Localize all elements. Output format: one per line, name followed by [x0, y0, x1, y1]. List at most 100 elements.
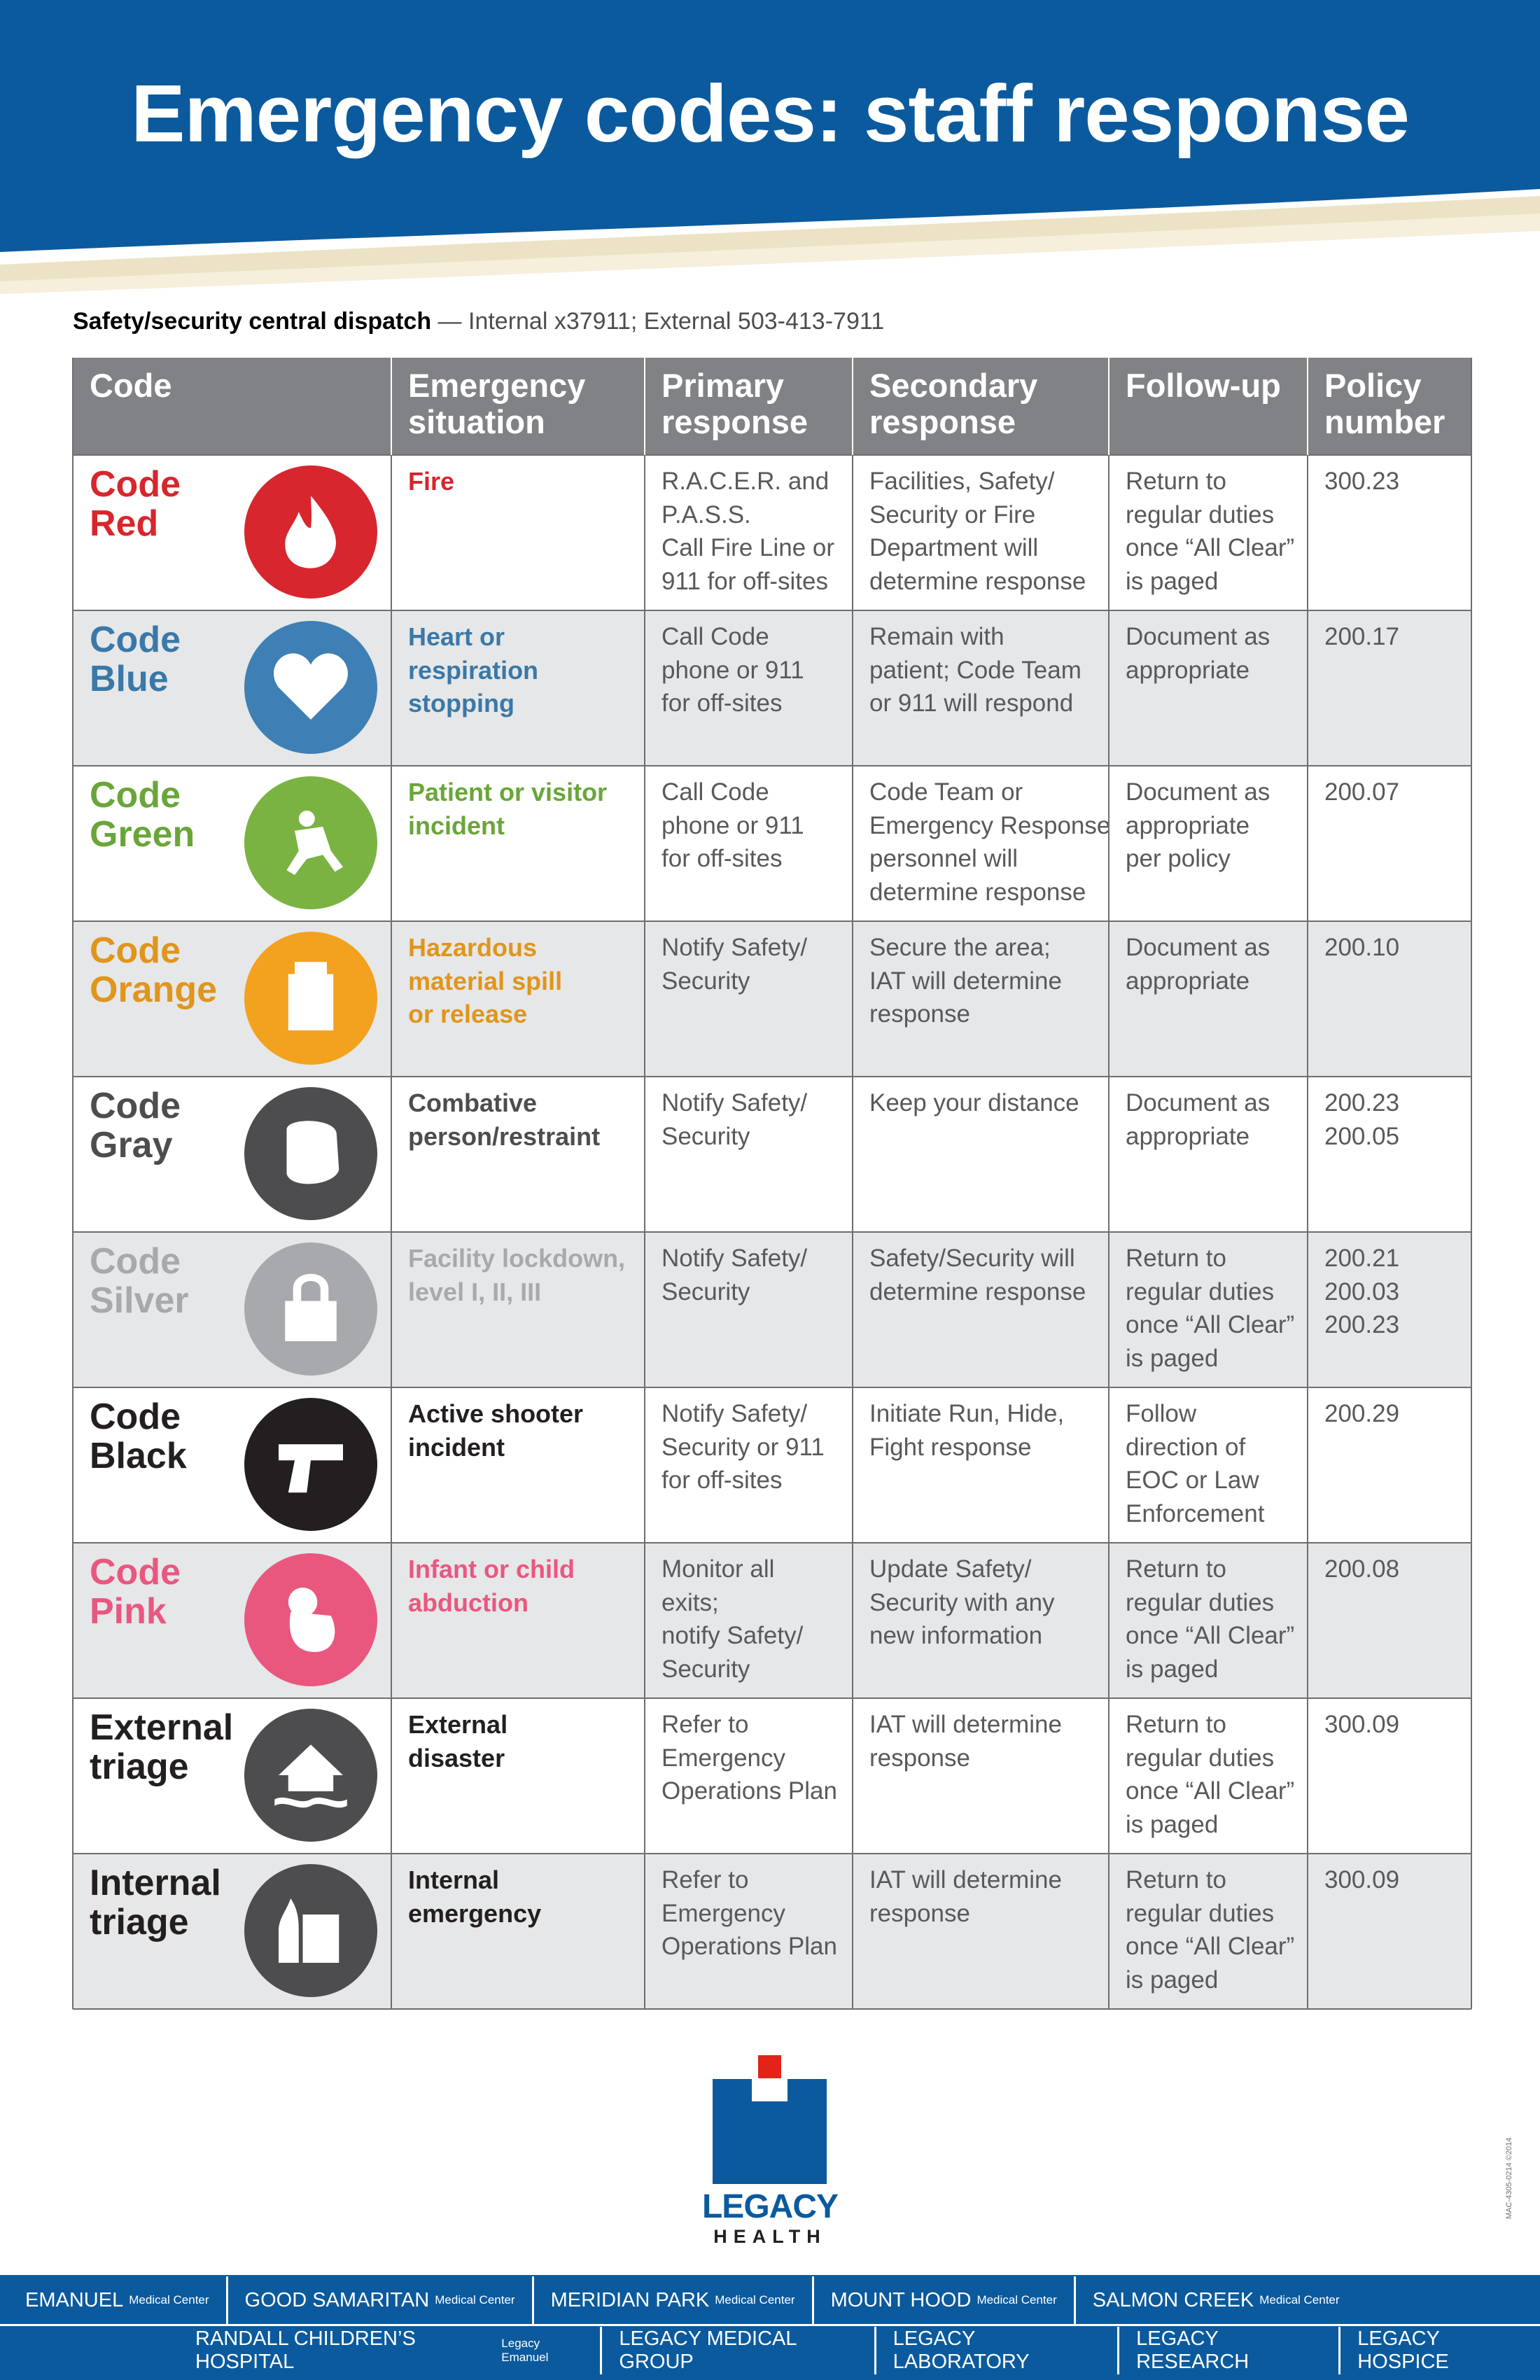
cell-text: 200.03 — [1324, 1278, 1400, 1306]
footer-sub: Medical Center — [976, 2293, 1057, 2306]
column-line — [1108, 455, 1110, 2009]
footer-item: LEGACY MEDICAL GROUP — [600, 2327, 874, 2374]
footer-name: LEGACY MEDICAL GROUP — [619, 2328, 797, 2373]
cell-text: Security or Fire — [869, 500, 1036, 528]
cell-text: is paged — [1126, 1810, 1219, 1838]
situation: person/restraint — [408, 1121, 601, 1151]
header-divider — [391, 358, 392, 455]
code-name: External — [90, 1707, 234, 1748]
cell-text: Return to — [1126, 1711, 1226, 1738]
cell-text: Call Code — [662, 623, 769, 650]
code-name: Code — [90, 464, 181, 505]
cell-text: Document as — [1126, 934, 1270, 961]
column-header: Secondary — [869, 367, 1038, 404]
row-line — [73, 1076, 1471, 1077]
cell-text: Remain with — [869, 623, 1004, 650]
column-header: Emergency — [408, 367, 586, 404]
cell-text: once “All Clear” — [1126, 1933, 1295, 1961]
footer-item: GOOD SAMARITAN Medical Center — [225, 2276, 532, 2324]
cell-text: response — [869, 1000, 970, 1028]
footer-name: SALMON CREEK — [1092, 2288, 1254, 2311]
cell-text: Security — [662, 967, 750, 995]
cell-text: 200.08 — [1324, 1555, 1400, 1583]
column-header: response — [869, 403, 1016, 440]
situation: Infant or child — [408, 1555, 575, 1583]
situation: Combative — [408, 1088, 538, 1117]
situation: Fire — [408, 467, 455, 496]
cell-text: 911 for off-sites — [662, 567, 828, 595]
footer-sub: Medical Center — [435, 2293, 515, 2306]
column-line — [1471, 358, 1472, 2009]
cell-text: Return to — [1126, 1555, 1226, 1583]
title: Emergency codes: staff response — [131, 68, 1410, 159]
cell-text: 200.21 — [1324, 1245, 1400, 1272]
logo-name: LEGACY — [701, 2188, 839, 2225]
cell-text: appropriate — [1126, 1122, 1250, 1150]
cell-text: is paged — [1126, 1655, 1219, 1683]
cell-text: Security — [662, 1278, 750, 1306]
cell-text: Facilities, Safety/ — [869, 468, 1055, 495]
cell-text: response — [869, 1899, 970, 1927]
cell-text: is paged — [1126, 1344, 1219, 1372]
footer-sub: Medical Center — [129, 2293, 209, 2306]
code-name: triage — [90, 1902, 189, 1942]
code-name: Silver — [90, 1280, 189, 1321]
code-name: Blue — [90, 659, 169, 699]
code-icon — [244, 1242, 377, 1376]
cell-text: Follow — [1126, 1400, 1197, 1427]
cell-text: regular duties — [1126, 1899, 1275, 1927]
row-line — [73, 454, 1471, 456]
cell-text: Notify Safety/ — [662, 934, 808, 961]
cell-text: Secure the area; — [869, 934, 1051, 961]
cell-text: is paged — [1126, 1966, 1219, 1994]
cell-text: 200.17 — [1324, 623, 1400, 650]
cell-text: Return to — [1126, 1866, 1226, 1893]
header-divider — [1108, 358, 1110, 455]
footer-name: LEGACY HOSPICE — [1357, 2328, 1449, 2373]
cell-text: Operations Plan — [662, 1933, 837, 1961]
cell-text: IAT will determine — [869, 1711, 1062, 1738]
cell-text: regular duties — [1126, 1588, 1275, 1616]
column-line — [644, 455, 645, 2009]
situation: stopping — [408, 689, 514, 718]
footer-item: LEGACY RESEARCH — [1117, 2327, 1338, 2374]
cell-text: Department will — [869, 534, 1039, 562]
cell-text: 300.09 — [1324, 1866, 1400, 1893]
column-line — [72, 358, 74, 2009]
cell-text: Emergency Response — [869, 811, 1111, 839]
dispatch-label: Safety/security central dispatch — [73, 308, 432, 335]
footer-sub: Medical Center — [1259, 2293, 1340, 2306]
cell-text: Refer to — [662, 1866, 749, 1893]
cell-text: Code Team or — [869, 778, 1023, 806]
cell-text: IAT will determine — [869, 1866, 1062, 1893]
code-icon — [244, 932, 377, 1065]
row-line — [73, 610, 1471, 611]
footer-item: MERIDIAN PARK Medical Center — [531, 2276, 812, 2324]
cell-text: exits; — [662, 1588, 719, 1616]
cell-text: phone or 911 — [662, 656, 804, 684]
footer: EMANUEL Medical Center GOOD SAMARITAN Medic… — [0, 2275, 1540, 2380]
situation: Active shooter — [408, 1399, 584, 1428]
header-band — [0, 0, 1540, 294]
cell-text: Document as — [1126, 778, 1270, 806]
cell-text: Update Safety/ — [869, 1555, 1032, 1583]
situation: abduction — [408, 1588, 528, 1617]
cell-text: new information — [869, 1622, 1043, 1650]
cell-text: Operations Plan — [662, 1777, 837, 1805]
footer-sub: Legacy Emanuel — [501, 2337, 549, 2364]
cell-text: Security with any — [869, 1588, 1055, 1616]
row-line — [73, 1542, 1471, 1544]
footer-name: RANDALL CHILDREN’S HOSPITAL — [195, 2328, 416, 2373]
code-name: Code — [90, 1241, 181, 1282]
header-divider — [644, 358, 645, 455]
footer-row: EMANUEL Medical Center GOOD SAMARITAN Medic… — [8, 2276, 1357, 2324]
column-header: Policy — [1324, 367, 1422, 404]
code-name: Code — [90, 1396, 181, 1437]
situation: Heart or — [408, 622, 505, 651]
column-header: Follow-up — [1126, 367, 1281, 404]
footer-name: EMANUEL — [25, 2288, 124, 2311]
situation: or release — [408, 1000, 528, 1029]
situation: level I, II, III — [408, 1277, 542, 1306]
cell-text: regular duties — [1126, 1278, 1275, 1306]
code-name: Code — [90, 620, 181, 660]
